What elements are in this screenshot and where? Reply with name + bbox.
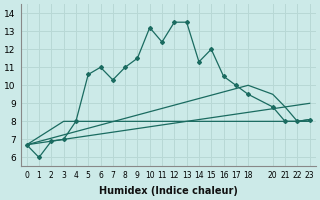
X-axis label: Humidex (Indice chaleur): Humidex (Indice chaleur) [99,186,238,196]
